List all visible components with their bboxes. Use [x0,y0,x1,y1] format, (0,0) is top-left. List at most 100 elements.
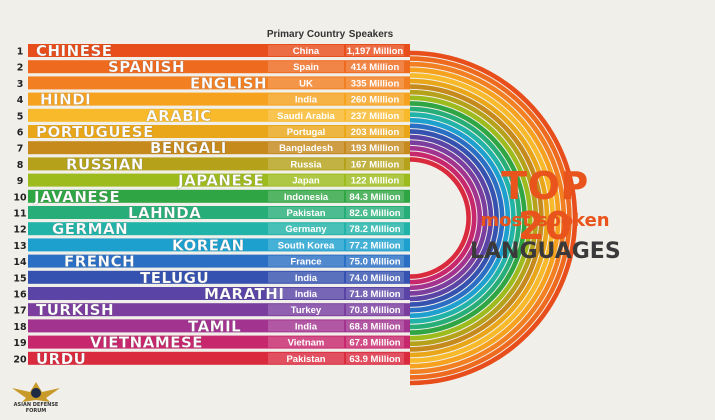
speakers-label: 203 Million [351,127,400,138]
speakers-cell [346,61,404,73]
country-cell [268,352,344,364]
country-label: Saudi Arabia [277,111,335,122]
speakers-cell [346,320,404,332]
speakers-label: 414 Million [351,62,400,73]
country-cell [268,320,344,332]
language-label: TELUGU [140,269,209,287]
speakers-label: 237 Million [351,111,400,122]
arc-russian [409,89,539,347]
country-label: Turkey [291,305,322,316]
chart-subtitle-2: LANGUAGES [470,239,621,264]
speakers-cell [346,239,404,251]
speakers-label: 84.3 Million [349,192,400,203]
language-label: ENGLISH [190,74,267,92]
rank-label: 18 [13,322,27,333]
bar-bengali [28,141,410,155]
arc-japanese [409,95,533,341]
speakers-cell [346,352,404,364]
language-label: SPANISH [108,58,185,76]
bar-chinese [28,44,410,57]
speakers-label: 71.8 Million [349,289,400,300]
arc-lahnda [409,106,522,330]
arc-marathi [409,134,494,302]
rank-label: 15 [13,273,26,284]
speakers-cell [346,126,404,137]
speakers-cell [346,158,404,170]
speakers-label: 78.2 Million [349,224,400,235]
speakers-label: 193 Million [351,143,400,154]
rank-label: 8 [17,160,24,171]
arc-turkish [409,140,488,296]
arc-hindi [409,67,561,369]
country-label: China [293,46,320,57]
speakers-cell [346,45,404,56]
chart-title: TOP 20 [501,164,589,248]
language-label: HINDI [40,91,91,109]
speakers-label: 74.0 Million [349,273,400,284]
country-cell [268,77,344,89]
speakers-label: 75.0 Million [349,257,400,268]
language-label: GERMAN [52,220,128,238]
speakers-label: 67.8 Million [349,338,400,349]
rank-label: 14 [13,257,27,268]
country-label: Japan [292,176,320,187]
arc-urdu [409,157,471,279]
country-cell [268,45,344,56]
country-label: France [290,257,321,268]
country-cell [268,207,344,218]
bar-urdu [28,351,410,365]
speakers-label: 63.9 Million [349,354,400,365]
chart-subtitle: most spoken [480,210,610,231]
speakers-cell [346,190,404,202]
arc-telugu [409,129,499,307]
rank-label: 4 [17,95,24,106]
rank-label: 17 [13,306,26,317]
language-label: MARATHI [204,285,284,303]
rank-label: 16 [13,290,27,301]
arc-english [409,61,567,375]
language-label: CHINESE [36,42,113,60]
language-label: LAHNDA [128,204,201,222]
country-label: Vietnam [288,338,325,349]
speakers-cell [346,288,404,299]
speakers-label: 68.8 Million [349,321,400,332]
bar-telugu [28,270,410,284]
country-label: India [295,273,318,284]
rank-label: 12 [13,225,26,236]
language-label: BENGALI [150,139,227,157]
country-cell [268,271,344,283]
speakers-label: 82.6 Million [349,208,400,219]
language-label: JAPANESE [177,172,264,190]
language-label: TURKISH [36,301,114,319]
country-cell [268,142,344,154]
speakers-cell [346,223,404,235]
country-label: India [295,95,318,106]
arc-bengali [409,84,544,352]
arc-portuguese [409,78,550,358]
bar-javanese [28,189,410,203]
rank-label: 1 [17,47,24,58]
language-label: TAMIL [188,317,241,335]
rank-label: 3 [17,79,24,90]
country-label: Pakistan [286,354,325,365]
bar-german [28,222,410,236]
country-cell [268,336,344,348]
language-label: URDU [36,350,86,368]
country-label: Indonesia [284,192,329,203]
country-cell [268,190,344,202]
bar-korean [28,238,410,252]
country-cell [268,158,344,170]
bar-lahnda [28,206,410,219]
country-cell [268,288,344,299]
speakers-label: 77.2 Million [349,240,400,251]
arc-french [409,123,505,313]
speakers-cell [346,174,404,186]
bar-turkish [28,303,410,317]
speakers-cell [346,142,404,154]
country-label: UK [299,78,313,89]
arc-german [409,112,516,324]
country-cell [268,304,344,316]
logo-text: ASIAN DEFENSE FORUM [13,402,59,414]
rank-label: 10 [13,192,27,203]
country-cell [268,61,344,73]
